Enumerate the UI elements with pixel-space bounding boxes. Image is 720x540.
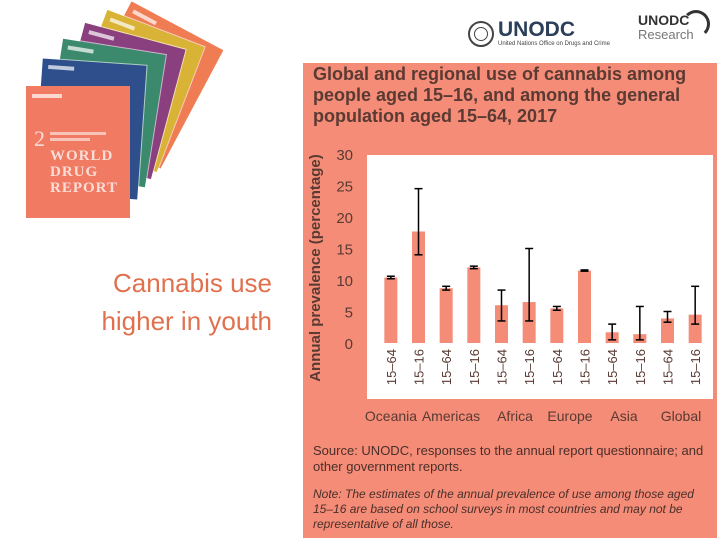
bar: [439, 288, 453, 343]
y-tick-label: 15: [336, 242, 353, 259]
x-tick-label: 15–64: [495, 349, 510, 385]
bar: [550, 308, 564, 343]
research-logo-top: UNODC: [638, 12, 690, 28]
slide-headline: Cannabis use higher in youth: [101, 264, 272, 340]
group-label: Global: [661, 408, 701, 424]
chart-panel: Global and regional use of cannabis amon…: [303, 63, 717, 538]
unodc-logo-text: UNODC: [498, 18, 575, 41]
x-tick-label: 15–64: [439, 349, 454, 385]
bar: [661, 318, 674, 343]
unodc-logo: UNODC United Nations Office on Drugs and…: [468, 18, 610, 48]
y-tick-label: 5: [345, 305, 353, 322]
group-label: Asia: [610, 408, 637, 424]
unodc-logo-subtext: United Nations Office on Drugs and Crime: [498, 41, 610, 47]
research-arc-icon: [682, 10, 710, 38]
cover-title: WORLD DRUG REPORT: [50, 148, 118, 196]
x-tick-label: 15–64: [384, 349, 399, 385]
headline-line-2: higher in youth: [101, 306, 272, 336]
x-tick-label: 15–16: [522, 349, 537, 385]
unodc-research-logo: UNODC Research: [638, 10, 710, 42]
x-tick-label: 15–64: [550, 349, 565, 385]
y-tick-label: 25: [336, 179, 353, 196]
bar: [495, 305, 508, 343]
x-tick-label: 15–16: [412, 349, 427, 385]
chart-note: Note: The estimates of the annual preval…: [313, 487, 694, 531]
group-label: Europe: [547, 408, 592, 424]
bar: [578, 270, 591, 343]
x-tick-label: 15–16: [633, 349, 648, 385]
bar: [522, 302, 536, 343]
un-emblem-icon: [468, 21, 494, 47]
x-tick-label: 15–16: [578, 349, 593, 385]
headline-line-1: Cannabis use: [113, 268, 272, 298]
x-tick-label: 15–64: [605, 349, 620, 385]
y-tick-label: 0: [345, 336, 353, 353]
group-label: Americas: [422, 408, 480, 424]
report-cover-front: 2 WORLD DRUG REPORT: [26, 86, 130, 218]
chart-title: Global and regional use of cannabis amon…: [313, 64, 687, 126]
x-tick-label: 15–16: [467, 349, 482, 385]
cover-number: 2: [34, 126, 45, 151]
group-label: Africa: [497, 408, 533, 424]
bar: [412, 231, 425, 343]
research-logo-bottom: Research: [638, 27, 694, 42]
y-tick-label: 10: [336, 273, 353, 290]
bar: [467, 267, 481, 343]
chart-source: Source: UNODC, responses to the annual r…: [313, 443, 704, 474]
chart-svg: 0 5 10 15 20 25 30 15–64 15–16 15–64 15–16 15–64 15–…: [336, 147, 703, 424]
x-tick-label: 15–16: [688, 349, 703, 385]
y-tick-label: 20: [336, 210, 353, 227]
group-label: Oceania: [365, 408, 417, 424]
x-tick-label: 15–64: [661, 349, 676, 385]
report-cover-stack: 2 WORLD DRUG REPORT: [0, 0, 224, 230]
y-tick-label: 30: [336, 147, 353, 164]
bar: [688, 314, 702, 343]
bar: [384, 277, 398, 343]
